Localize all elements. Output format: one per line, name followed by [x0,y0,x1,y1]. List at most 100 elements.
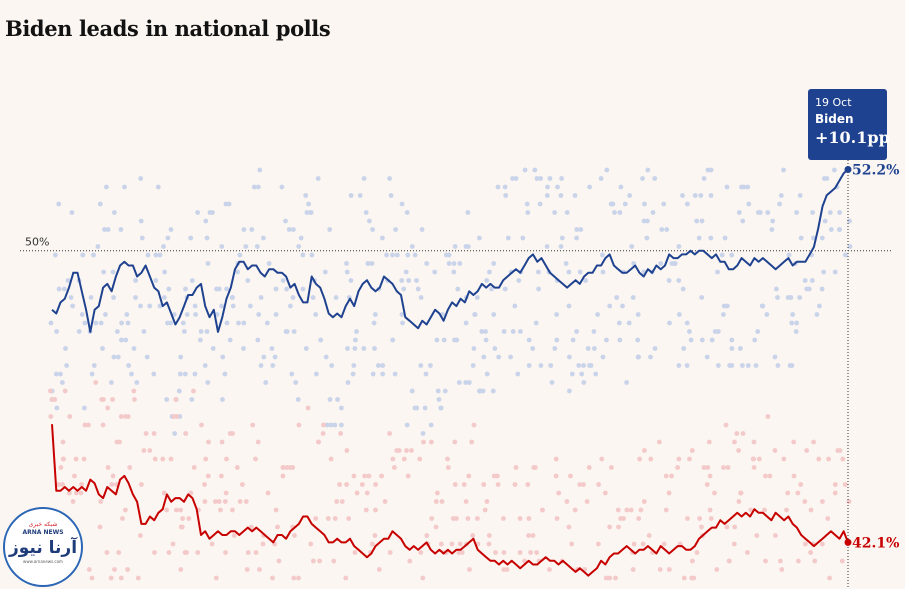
poll-dot [495,482,501,487]
poll-dot [558,193,564,198]
poll-dot [64,363,69,368]
poll-dot [454,337,460,343]
poll-dot [119,320,124,326]
poll-dot [99,397,105,402]
poll-dot [738,346,743,351]
poll-dot [581,363,586,368]
poll-dot [722,235,728,241]
poll-dot [501,550,507,555]
poll-dot [652,346,658,351]
poll-dot [795,490,801,496]
poll-dot [618,184,624,190]
poll-dot [624,507,630,513]
poll-dot [721,312,726,317]
poll-dot [533,320,539,326]
poll-dot [230,431,235,436]
poll-dot [724,524,730,530]
poll-dot [192,371,198,377]
poll-dot [328,422,334,428]
poll-dot [93,320,99,326]
poll-dot [157,252,163,258]
poll-dot [652,176,658,181]
poll-dot [111,295,116,300]
poll-dot [81,456,87,462]
poll-dot [576,363,582,368]
poll-dot [68,295,74,300]
poll-dot [335,397,340,402]
poll-dot [345,346,350,351]
poll-dot [70,303,76,309]
poll-dot [234,465,240,470]
poll-dot [574,329,579,334]
poll-dot [183,431,189,436]
poll-dot [432,269,438,275]
poll-dot [400,320,405,326]
poll-dot [687,329,692,334]
poll-dot [303,346,309,351]
poll-dot [288,303,293,309]
poll-dot [138,176,144,181]
poll-dot [324,422,330,428]
poll-dot [191,465,197,470]
watermark-logo: شبكه خبرى ARNA NEWS آرنا نیوز www.arnane… [3,507,83,587]
watermark-main: آرنا نیوز [8,538,78,558]
poll-dot [269,346,275,351]
poll-dot [648,354,653,360]
poll-dot [283,218,288,224]
poll-dot [518,329,523,334]
poll-dot [125,414,131,419]
poll-dot [86,422,91,428]
poll-dot [418,363,424,368]
poll-dot [549,380,555,385]
poll-dot [100,422,106,428]
poll-dot [255,439,261,445]
poll-dot [409,244,415,249]
poll-dot [173,507,179,513]
poll-dot [152,456,158,462]
poll-dot [192,303,198,309]
poll-dot [260,541,266,547]
poll-dot [847,218,852,224]
poll-dot [393,227,398,232]
poll-dot [640,176,645,181]
poll-dot [205,473,211,479]
poll-dot [635,312,641,317]
poll-dot [95,244,101,249]
poll-dot [54,405,60,411]
poll-dot [372,312,378,317]
poll-dot [755,329,761,334]
poll-dot [279,184,285,190]
poll-dot [198,337,203,343]
poll-dot [684,320,690,326]
poll-dot [359,482,365,487]
poll-dot [144,354,150,360]
poll-dot [790,312,796,317]
poll-dot [502,286,508,292]
poll-dot [345,380,351,385]
poll-dot [328,456,334,462]
poll-dot [563,261,569,266]
poll-dot [103,312,108,317]
poll-dot [772,354,778,360]
poll-dot [179,524,185,530]
poll-dot [131,346,137,351]
poll-dot [781,167,786,173]
poll-dot [145,252,151,258]
poll-dot [669,473,674,479]
poll-dot [404,210,410,215]
poll-dot [808,507,814,513]
poll-dot [91,363,97,368]
poll-dot [475,516,480,521]
poll-dot [449,541,455,547]
poll-dot [602,490,608,496]
poll-dot [313,516,319,521]
poll-dot [688,337,694,343]
poll-dot [701,176,707,181]
poll-dot [394,252,400,258]
poll-dot [708,167,714,173]
poll-dot [379,473,384,479]
poll-dot [429,516,435,521]
poll-dot [495,473,500,479]
poll-dot [422,405,428,411]
poll-dot [387,550,393,555]
